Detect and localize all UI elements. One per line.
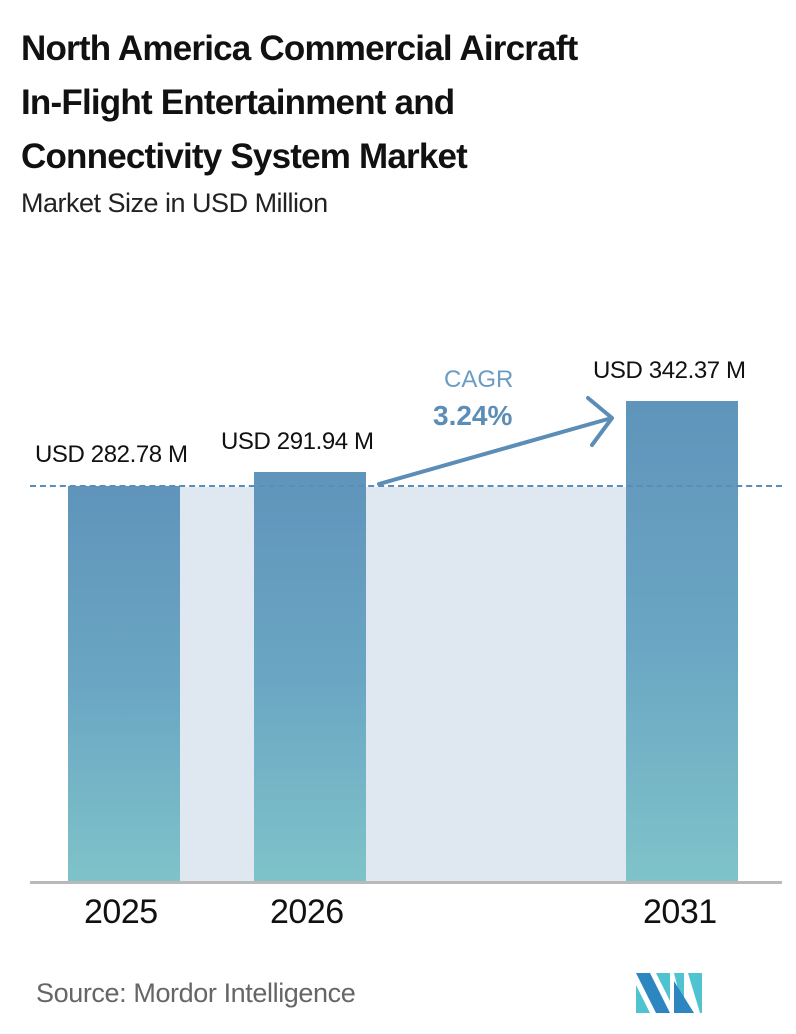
- chart-subtitle: Market Size in USD Million: [21, 188, 328, 218]
- bar-2025: [68, 486, 180, 882]
- cagr-value: 3.24%: [433, 400, 513, 431]
- value-label-2031: USD 342.37 M: [593, 357, 746, 384]
- x-tick-2026: 2026: [270, 893, 344, 931]
- value-label-2026: USD 291.94 M: [221, 428, 374, 455]
- mordor-intelligence-logo-icon: [636, 973, 702, 1013]
- source-text: Source: Mordor Intelligence: [36, 978, 356, 1008]
- reference-dashed-line: [30, 485, 782, 487]
- x-tick-2031: 2031: [643, 893, 717, 931]
- bar-2026: [254, 472, 366, 882]
- cagr-label: CAGR: [444, 366, 514, 393]
- x-tick-2025: 2025: [84, 893, 158, 931]
- bar-2031: [626, 401, 738, 882]
- chart-title: North America Commercial Aircraft In-Fli…: [21, 22, 781, 184]
- title-line-3: Connectivity System Market: [21, 137, 468, 176]
- value-label-2025: USD 282.78 M: [35, 441, 188, 468]
- title-line-1: North America Commercial Aircraft: [21, 29, 578, 68]
- title-line-2: In-Flight Entertainment and: [21, 83, 455, 122]
- x-axis-line: [30, 881, 782, 884]
